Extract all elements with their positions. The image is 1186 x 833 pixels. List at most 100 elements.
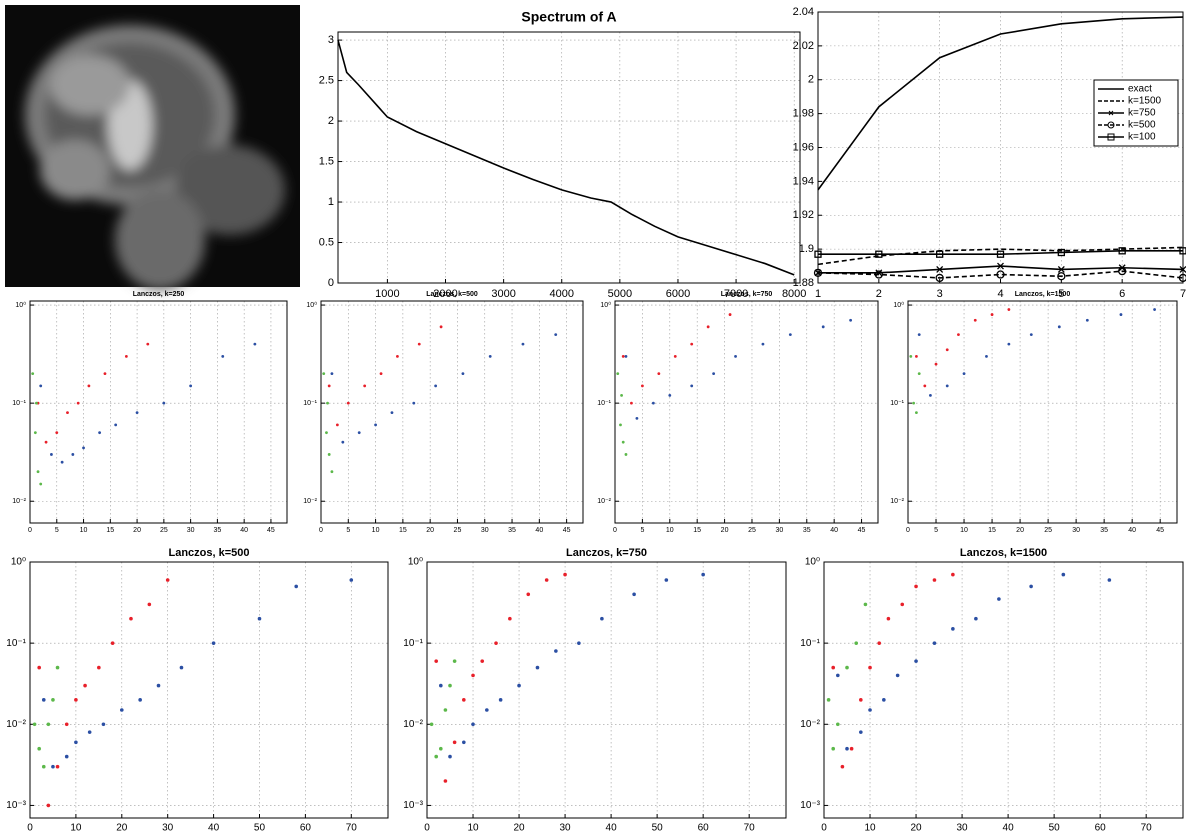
scatter-point [294,584,299,589]
chart-title: Lanczos, k=500 [168,547,249,559]
legend-label: k=1500 [1128,96,1162,107]
scatter-point [439,683,443,688]
scatter-point [632,592,636,597]
scatter-point [915,354,918,358]
scatter-point [923,384,927,388]
x-tick-label: 5000 [608,288,632,300]
legend-marker [1108,110,1114,116]
scatter-point [854,641,859,645]
x-tick-label: 10 [864,823,876,833]
x-tick-label: 5 [640,527,644,534]
scatter-point [951,627,955,631]
series-line [817,16,1184,191]
x-tick-label: 15 [106,527,114,534]
scatter-point [1085,318,1089,322]
scatter-point [434,384,438,388]
axes-frame [29,561,389,819]
y-tick-label: 0 [328,277,334,289]
scatter-point [840,764,845,769]
scatter-point [621,440,625,444]
y-tick-label: 10⁻² [800,719,820,730]
x-tick-label: 10 [70,823,82,833]
chart: Lanczos, k=750 0 10 20 30 40 50 60 70 10⁻³ 10⁻² 10⁻… [403,547,787,833]
y-tick-label: 10⁻¹ [303,400,317,407]
y-tick-label: 10⁰ [893,301,904,309]
scatter-point [620,393,623,397]
y-tick-label: 10⁰ [306,301,317,309]
scatter-point [60,460,64,464]
y-tick-label: 1.5 [319,155,334,167]
scatter-point [521,342,525,346]
chart: 1 2 3 4 5 6 7 1.88 1.9 1.92 1.94 1.96 1.98 2 2.02 2.04 e… [793,6,1186,300]
marker [936,250,944,258]
marker [935,273,944,283]
marker [1118,266,1127,276]
scatter-point [635,416,639,420]
y-tick-label: 10⁻¹ [597,400,611,407]
scatter-point [915,411,918,415]
marker [814,269,822,277]
chart: Lanczos, k=500 0 5 10 15 20 25 30 35 40 45 10⁻² 10⁻¹… [303,291,584,534]
scatter-point [357,431,361,435]
marker [996,270,1005,279]
scatter-point [124,354,128,358]
x-tick-label: 70 [744,823,756,833]
scatter-point [129,616,133,621]
x-tick-label: 20 [910,823,922,833]
x-tick-label: 20 [116,823,128,833]
marker [813,268,823,277]
scatter-point [87,730,92,734]
y-tick-label: 10⁻¹ [800,638,820,649]
x-tick-label: 40 [240,527,248,534]
scatter-point [498,698,503,702]
scatter-point [325,431,328,435]
scatter-point [831,746,836,751]
x-tick-label: 15 [988,527,996,534]
scatter-point [98,431,102,435]
y-tick-label: 10⁻² [890,498,904,505]
marker [1179,265,1186,273]
scatter-point [55,764,60,769]
y-tick-label: 2.04 [793,6,814,18]
scatter-point [668,393,672,397]
scatter-point [64,722,69,727]
scatter-point [1153,308,1156,311]
y-tick-label: 10⁻¹ [403,638,423,649]
scatter-point [66,411,69,415]
x-tick-label: 0 [27,823,33,833]
scatter-point [471,722,475,727]
scatter-point [859,698,863,702]
scatter-point [429,722,434,727]
scatter-point [651,401,655,405]
x-tick-label: 45 [1156,527,1164,534]
x-tick-label: 3000 [491,288,515,300]
scatter-point [83,683,87,688]
scatter-point [135,411,139,415]
scatter-point [110,641,115,645]
scatter-point [327,384,331,388]
scatter-point [577,641,581,645]
scatter-point [101,722,106,727]
scatter-point [327,453,331,456]
x-tick-label: 5 [934,527,938,534]
x-tick-label: 45 [267,527,275,534]
y-tick-label: 10⁻² [597,498,611,505]
scatter-point [690,384,694,388]
scatter-point [103,372,107,376]
chart: Lanczos, k=1500 0 10 20 30 40 50 60 70 10⁻³ 10⁻² 10… [800,547,1184,833]
scatter-point [443,708,448,712]
scatter-point [849,318,853,322]
y-tick-label: 10⁻¹ [6,638,26,649]
x-tick-label: 50 [652,823,664,833]
x-tick-label: 10 [372,527,380,534]
legend-marker [1107,121,1115,129]
scatter-point [616,372,620,376]
chart-title: Lanczos, k=1500 [960,547,1047,559]
scatter-point [76,401,80,405]
scatter-point [788,333,792,336]
scatter-point [71,453,75,456]
scatter-point [32,722,37,727]
scatter-point [821,325,825,329]
scatter-point [985,354,988,358]
